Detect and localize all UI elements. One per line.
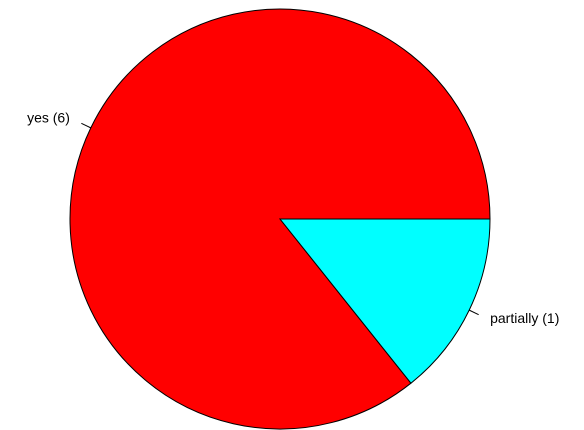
label-tick	[468, 309, 479, 316]
slice-label: yes (6)	[27, 109, 70, 125]
label-tick	[81, 122, 92, 129]
slice-label: partially (1)	[490, 310, 559, 326]
